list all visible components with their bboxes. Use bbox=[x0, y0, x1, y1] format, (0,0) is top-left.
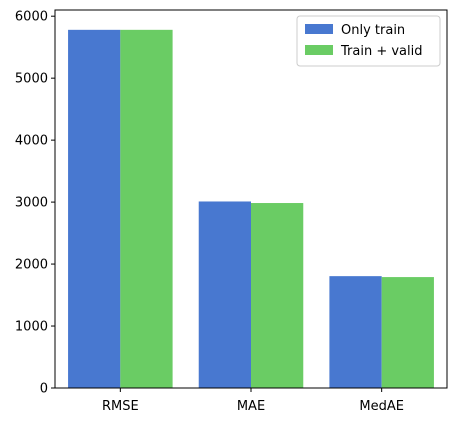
axes-group: 0 1000 2000 3000 4000 5000 6000 RMSE MAE MedAE bbox=[15, 9, 448, 414]
legend-swatch bbox=[305, 24, 333, 34]
bar-only-train-mae bbox=[198, 201, 251, 388]
y-tick-label: 5000 bbox=[15, 72, 48, 87]
legend-label: Train + valid bbox=[340, 44, 423, 59]
x-tick-label: MAE bbox=[237, 399, 265, 414]
legend: Only train Train + valid bbox=[296, 15, 441, 67]
y-tick-label: 6000 bbox=[15, 10, 48, 25]
y-tick-label: 3000 bbox=[15, 196, 48, 211]
x-tick-label: RMSE bbox=[102, 399, 139, 414]
x-tick-label: MedAE bbox=[359, 399, 404, 414]
bar-only-train-medae bbox=[329, 276, 382, 388]
bar-only-train-rmse bbox=[68, 29, 121, 389]
bar-train-valid-mae bbox=[251, 203, 304, 388]
legend-swatch bbox=[305, 45, 333, 55]
legend-label: Only train bbox=[341, 23, 405, 38]
bars-group bbox=[68, 29, 434, 389]
bar-train-valid-medae bbox=[381, 277, 434, 388]
bar-train-valid-rmse bbox=[120, 29, 173, 389]
y-tick-label: 0 bbox=[40, 382, 48, 397]
y-tick-label: 2000 bbox=[15, 258, 48, 273]
y-tick-label: 1000 bbox=[15, 320, 48, 335]
y-tick-label: 4000 bbox=[15, 134, 48, 149]
